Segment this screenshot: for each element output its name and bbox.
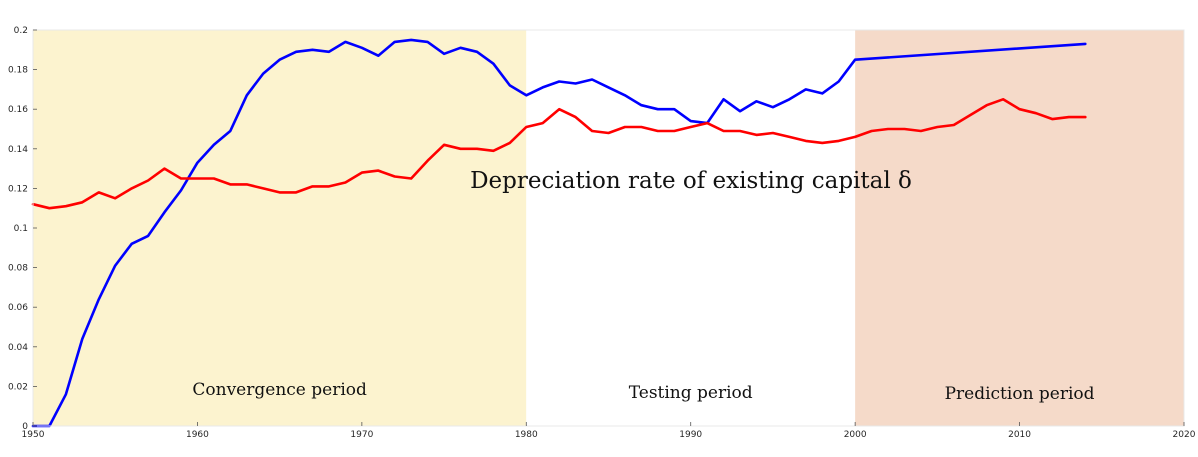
y-tick-label: 0.1 <box>14 224 28 234</box>
series-lines <box>31 38 1087 428</box>
y-tick-label: 0.2 <box>14 26 28 36</box>
x-tick-label: 1970 <box>350 430 373 440</box>
x-tick-label: 1980 <box>515 430 538 440</box>
y-tick-label: 0.12 <box>8 184 28 194</box>
region-testing-period <box>526 30 856 426</box>
x-tick-label: 1960 <box>186 430 209 440</box>
x-tick-label: 1990 <box>679 430 702 440</box>
region-prediction-period <box>855 30 1184 426</box>
y-tick-label: 0 <box>22 422 28 432</box>
x-tick-label: 2020 <box>1173 430 1196 440</box>
y-tick-label: 0.08 <box>8 264 28 274</box>
y-tick-label: 0.16 <box>8 105 28 115</box>
period-regions <box>33 30 1184 426</box>
region-label-prediction-period: Prediction period <box>945 384 1095 404</box>
region-label-convergence-period: Convergence period <box>192 380 367 400</box>
x-tick-label: 2010 <box>1008 430 1031 440</box>
chart-title: Depreciation rate of existing capital δ <box>470 168 912 194</box>
region-labels: Convergence period Testing period Predicti… <box>192 380 1094 404</box>
x-tick-label: 2000 <box>844 430 867 440</box>
region-label-testing-period: Testing period <box>629 383 753 403</box>
y-tick-label: 0.02 <box>8 382 28 392</box>
y-axis-ticks: 0 0.02 0.04 0.06 0.08 0.1 0.12 0.14 0.16 0.18 0.2 <box>8 26 37 432</box>
x-axis-ticks: 1950 1960 1970 1980 1990 2000 2010 2020 <box>22 422 1196 440</box>
series-line-2 <box>31 98 1087 210</box>
y-tick-label: 0.06 <box>8 303 28 313</box>
y-tick-label: 0.18 <box>8 66 28 76</box>
y-tick-label: 0.14 <box>8 145 28 155</box>
y-tick-label: 0.04 <box>8 343 28 353</box>
region-convergence-period <box>33 30 527 426</box>
series-line-1 <box>31 38 1087 428</box>
x-tick-label: 1950 <box>22 430 45 440</box>
